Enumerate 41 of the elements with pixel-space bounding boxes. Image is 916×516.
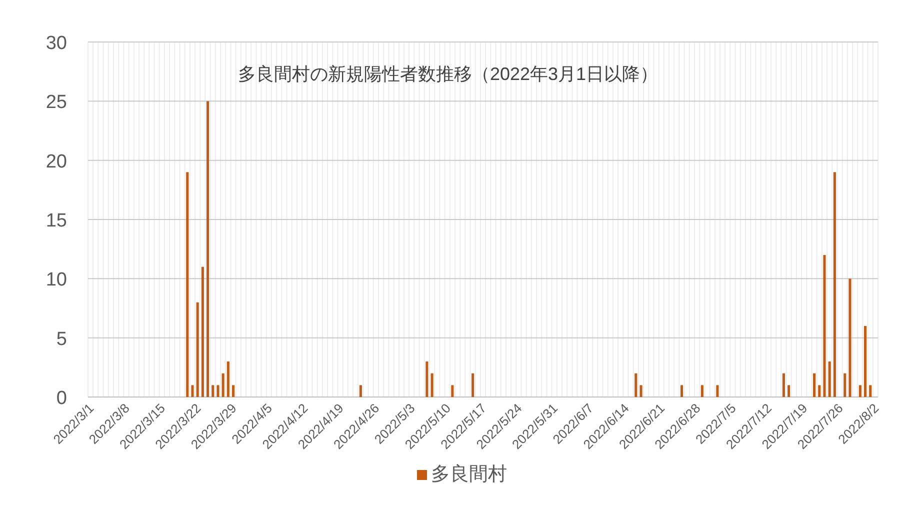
bar — [451, 385, 454, 397]
bar — [828, 362, 831, 397]
bar — [222, 373, 224, 397]
y-tick-label: 25 — [46, 92, 67, 114]
bar — [858, 385, 862, 397]
y-tick-label: 0 — [56, 388, 67, 409]
bar — [201, 266, 204, 397]
bar — [823, 255, 826, 397]
bar — [206, 101, 210, 397]
bar — [472, 373, 474, 397]
bar — [864, 326, 867, 397]
bar — [186, 172, 189, 397]
bar — [634, 373, 638, 397]
bar — [680, 385, 684, 397]
y-tick-label: 20 — [46, 151, 67, 172]
y-tick-label: 30 — [46, 33, 67, 54]
bar — [788, 385, 790, 397]
y-tick-label: 15 — [46, 210, 67, 232]
bar — [196, 302, 199, 397]
bar — [848, 278, 852, 397]
bar — [782, 373, 785, 397]
bar — [359, 385, 362, 397]
bar — [212, 385, 214, 397]
bar — [700, 385, 704, 397]
bar — [426, 362, 428, 397]
bar — [430, 373, 434, 397]
bar — [869, 385, 872, 397]
bar — [844, 373, 846, 397]
y-tick-label: 10 — [46, 270, 67, 291]
bar — [232, 385, 235, 397]
bar — [818, 385, 821, 397]
bar — [813, 373, 816, 397]
bar — [191, 385, 194, 397]
bar — [833, 172, 836, 397]
legend-label: 多良間村 — [431, 463, 507, 485]
bar — [216, 385, 220, 397]
bar — [226, 362, 230, 397]
text: 多良間村の新規陽性者数推移（2022年3月1日以降） — [238, 64, 658, 84]
bar — [716, 385, 719, 397]
bar — [640, 385, 642, 397]
y-tick-label: 5 — [56, 328, 67, 350]
